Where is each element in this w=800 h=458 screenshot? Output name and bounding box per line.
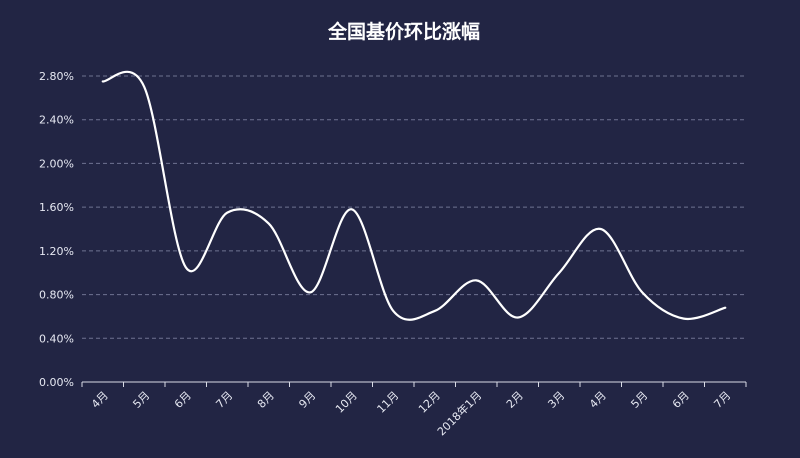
- x-tick-label: 2月: [504, 389, 526, 411]
- x-tick-label: 4月: [89, 389, 111, 411]
- series-layer: [101, 70, 727, 321]
- y-tick-label: 1.60%: [39, 201, 74, 214]
- y-tick-label: 0.80%: [39, 289, 74, 302]
- x-tick-label: 4月: [587, 389, 609, 411]
- y-tick-label: 0.40%: [39, 332, 74, 345]
- x-tick-label: 9月: [296, 389, 318, 411]
- y-tick-label: 2.00%: [39, 157, 74, 170]
- x-tick-label: 8月: [255, 389, 277, 411]
- y-tick-label: 1.20%: [39, 245, 74, 258]
- x-tick-label: 10月: [333, 389, 360, 416]
- x-tick-label: 5月: [628, 389, 650, 411]
- chart-title: 全国基价环比涨幅: [327, 20, 480, 43]
- x-tick-label: 12月: [416, 389, 443, 416]
- x-tick-label: 3月: [545, 389, 567, 411]
- y-tick-label: 2.80%: [39, 70, 74, 83]
- x-tick-label: 6月: [670, 389, 692, 411]
- series-line: [101, 70, 727, 321]
- x-tick-label: 6月: [172, 389, 194, 411]
- x-tick-label: 5月: [130, 389, 152, 411]
- y-tick-label: 2.40%: [39, 114, 74, 127]
- grid-lines: [82, 75, 746, 339]
- y-axis-ticks: 0.00% 0.40% 0.80% 1.20% 1.60% 2.00% 2.40% 2.80%: [39, 70, 74, 389]
- x-tick-label: 2018年1月: [434, 388, 484, 438]
- x-tick-label: 7月: [213, 389, 235, 411]
- x-tick-label: 7月: [711, 389, 733, 411]
- x-tick-label: 11月: [375, 389, 402, 416]
- y-tick-label: 0.00%: [39, 376, 74, 389]
